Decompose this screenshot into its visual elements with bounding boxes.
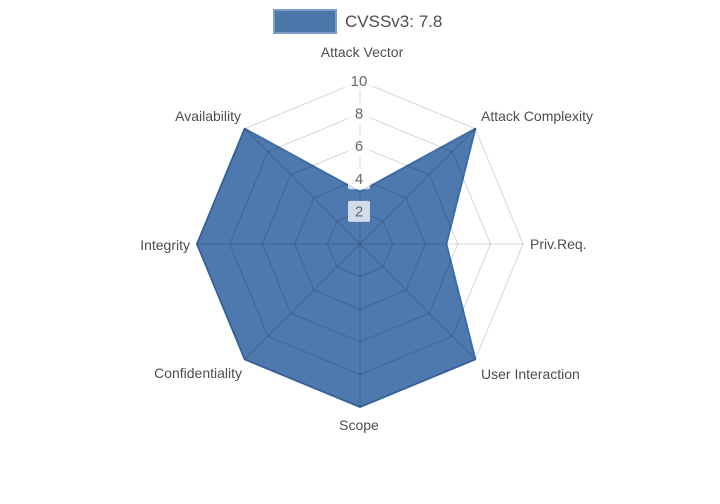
tick-label-box [348, 135, 370, 157]
grid-ring [326, 210, 394, 278]
tick-label-box [348, 103, 370, 125]
grid-ring [229, 113, 491, 375]
axis-spoke [244, 128, 361, 245]
grid [196, 80, 524, 408]
tick-label-box [348, 168, 370, 190]
axis-label: Attack Complexity [481, 108, 593, 124]
legend[interactable]: CVSSv3: 7.8 [273, 9, 442, 34]
tick-label: 8 [348, 103, 370, 125]
legend-label: CVSSv3: 7.8 [345, 11, 443, 31]
legend-swatch-icon [273, 9, 337, 34]
axis-label: Availability [175, 108, 241, 124]
tick-labels: 2 4 6 8 10 [344, 70, 374, 222]
tick-label: 6 [348, 135, 370, 157]
grid-ring [196, 80, 524, 408]
tick-label-text: 8 [355, 106, 363, 123]
grid-ring [261, 145, 459, 343]
tick-label-text: 4 [355, 171, 363, 188]
tick-label-text: 2 [355, 203, 363, 220]
tick-label: 2 [348, 200, 370, 222]
axis-label: Integrity [140, 237, 190, 253]
axis-label: Attack Vector [321, 44, 404, 60]
tick-label-box [344, 70, 374, 92]
cvss-score-polygon[interactable] [196, 127, 477, 408]
axis-label: User Interaction [481, 366, 580, 382]
tick-label: 4 [348, 168, 370, 190]
tick-label-box [348, 200, 370, 222]
tick-label-text: 6 [355, 138, 363, 155]
tick-label: 10 [344, 70, 374, 92]
axis-label: Confidentiality [154, 365, 242, 381]
tick-label-text: 10 [351, 73, 368, 90]
axis-spoke [244, 243, 361, 360]
axis-label: Scope [339, 417, 379, 433]
grid-ring [294, 178, 426, 310]
axis-spoke [359, 243, 476, 360]
axis-label: Priv.Req. [530, 236, 587, 252]
axis-spoke [359, 128, 476, 245]
